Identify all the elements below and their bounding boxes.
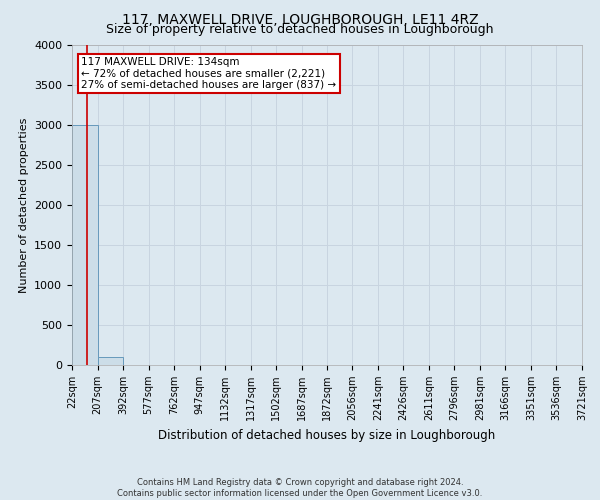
- Text: 117 MAXWELL DRIVE: 134sqm
← 72% of detached houses are smaller (2,221)
27% of se: 117 MAXWELL DRIVE: 134sqm ← 72% of detac…: [82, 57, 337, 90]
- Text: 117, MAXWELL DRIVE, LOUGHBOROUGH, LE11 4RZ: 117, MAXWELL DRIVE, LOUGHBOROUGH, LE11 4…: [122, 12, 478, 26]
- Y-axis label: Number of detached properties: Number of detached properties: [19, 118, 29, 292]
- Text: Contains HM Land Registry data © Crown copyright and database right 2024.
Contai: Contains HM Land Registry data © Crown c…: [118, 478, 482, 498]
- Bar: [72, 125, 98, 365]
- Text: Size of property relative to detached houses in Loughborough: Size of property relative to detached ho…: [106, 22, 494, 36]
- Bar: [98, 357, 123, 365]
- X-axis label: Distribution of detached houses by size in Loughborough: Distribution of detached houses by size …: [158, 428, 496, 442]
